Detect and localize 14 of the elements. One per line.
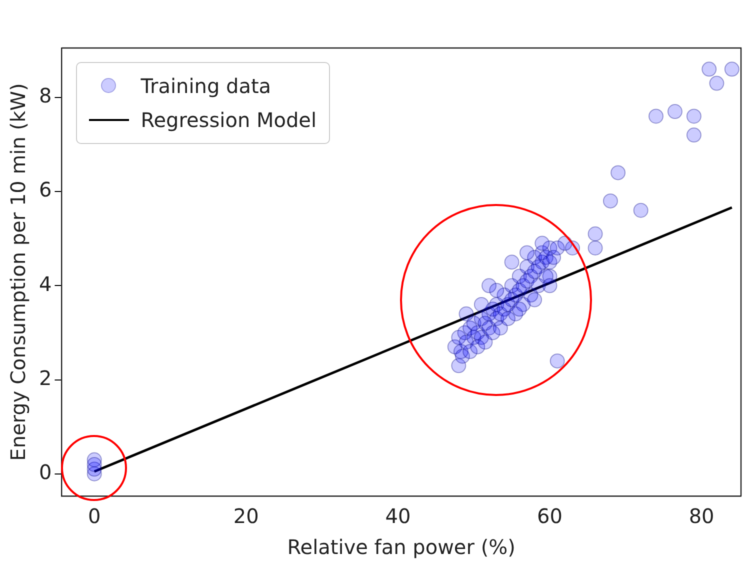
y-axis-title: Energy Consumption per 10 min (kW) <box>6 83 30 461</box>
x-tick-label: 80 <box>688 504 714 528</box>
x-tick-label: 20 <box>233 504 259 528</box>
y-tick-label: 8 <box>38 84 52 108</box>
y-tick-label: 0 <box>38 460 52 484</box>
x-axis-title: Relative fan power (%) <box>287 535 516 560</box>
x-tick-label: 40 <box>385 504 411 528</box>
y-tick-label: 6 <box>38 178 52 202</box>
x-tick-label: 60 <box>537 504 562 528</box>
x-tick-label: 0 <box>88 504 101 528</box>
y-tick-label: 2 <box>38 366 52 390</box>
y-tick-label: 4 <box>38 272 52 296</box>
legend-label: Regression Model <box>140 107 317 134</box>
legend-label: Training data <box>140 73 272 100</box>
